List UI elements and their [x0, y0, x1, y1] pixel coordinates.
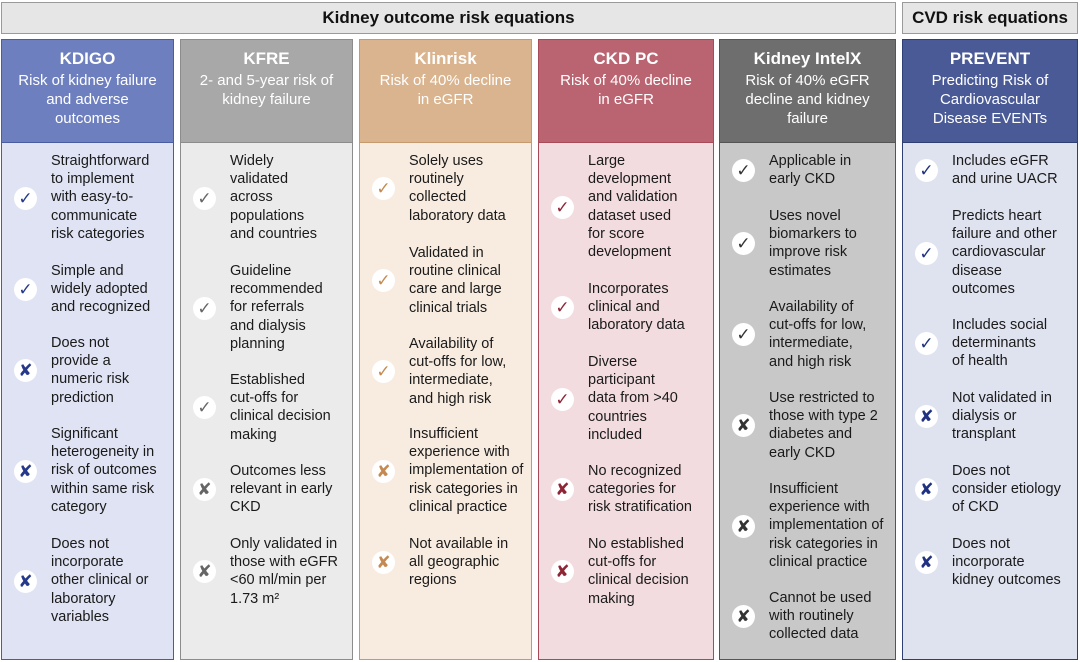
cross-icon: ✘: [14, 359, 37, 382]
column-title: PREVENT: [949, 49, 1031, 68]
item-text: Does not provide a numeric risk predicti…: [51, 335, 130, 406]
item-text: Outcomes less relevant in early CKD: [230, 463, 333, 516]
column-header: PREVENT Predicting Risk of Cardiovascular…: [903, 40, 1077, 143]
item-text: Cannot be used with routinely collected …: [769, 590, 872, 643]
column-kdigo: KDIGO Risk of kidney failure and adverse …: [1, 39, 174, 660]
column-klinrisk: Klinrisk Risk of 40% decline in eGFR ✓ Sole…: [359, 39, 532, 660]
check-icon: ✓: [551, 388, 574, 411]
item-text: Diverse participant data from >40 countr…: [588, 354, 678, 443]
cross-icon: ✘: [732, 515, 755, 538]
cross-icon: ✘: [915, 551, 938, 574]
item-text: Applicable in early CKD: [769, 153, 852, 188]
check-icon: ✓: [372, 269, 395, 292]
check-icon: ✓: [14, 187, 37, 210]
cross-icon: ✘: [372, 460, 395, 483]
item-text: Straightforward to implement with easy-t…: [51, 153, 150, 242]
cross-icon: ✘: [915, 478, 938, 501]
column-subtitle: Risk of 40% eGFR decline and kidney fail…: [745, 72, 870, 127]
column-title: Klinrisk: [414, 49, 477, 68]
item-text: Simple and widely adopted and recognized: [51, 263, 151, 316]
item-text: Does not consider etiology of CKD: [952, 463, 1061, 516]
item-text: Includes eGFR and urine UACR: [952, 153, 1058, 188]
item-text: Includes social determinants of health: [952, 317, 1048, 370]
check-icon: ✓: [551, 196, 574, 219]
cross-icon: ✘: [14, 570, 37, 593]
column-body: ✓ Includes eGFR and urine UACR ✓ Predicts h…: [903, 143, 1077, 659]
column-body: ✓ Widely validated across populations and…: [181, 143, 352, 659]
column-title: KFRE: [243, 49, 290, 68]
check-icon: ✓: [915, 159, 938, 182]
check-icon: ✓: [551, 296, 574, 319]
check-icon: ✓: [732, 159, 755, 182]
column-title: Kidney IntelX: [753, 49, 862, 68]
cross-icon: ✘: [14, 460, 37, 483]
item-text: Availability of cut-offs for low, interm…: [769, 299, 867, 370]
item-text: Guideline recommended for referrals and …: [230, 263, 323, 352]
item-text: Incorporates clinical and laboratory dat…: [588, 281, 685, 334]
column-subtitle: Predicting Risk of Cardiovascular Diseas…: [931, 72, 1049, 127]
item-text: No recognized categories for risk strati…: [588, 463, 692, 516]
check-icon: ✓: [193, 396, 216, 419]
item-text: Large development and validation dataset…: [588, 153, 678, 261]
column-title: CKD PC: [593, 49, 659, 68]
column-intelx: Kidney IntelX Risk of 40% eGFR decline an…: [719, 39, 896, 660]
column-header: Klinrisk Risk of 40% decline in eGFR: [360, 40, 531, 143]
cross-icon: ✘: [193, 478, 216, 501]
column-title: KDIGO: [59, 49, 116, 68]
check-icon: ✓: [193, 297, 216, 320]
column-kfre: KFRE 2- and 5-year risk of kidney failure…: [180, 39, 353, 660]
item-text: Significant heterogeneity in risk of out…: [51, 426, 157, 515]
item-text: Use restricted to those with type 2 diab…: [769, 390, 878, 461]
column-body: ✓ Solely uses routinely collected laborat…: [360, 143, 531, 659]
cross-icon: ✘: [551, 560, 574, 583]
check-icon: ✓: [14, 278, 37, 301]
column-header: KFRE 2- and 5-year risk of kidney failure: [181, 40, 352, 143]
item-text: Availability of cut-offs for low, interm…: [409, 336, 507, 407]
kidney-equations-header: Kidney outcome risk equations: [1, 2, 896, 34]
check-icon: ✓: [732, 232, 755, 255]
cross-icon: ✘: [732, 414, 755, 437]
cross-icon: ✘: [193, 560, 216, 583]
item-text: Uses novel biomarkers to improve risk es…: [769, 208, 857, 279]
column-subtitle: Risk of 40% decline in eGFR: [560, 72, 692, 108]
column-header: Kidney IntelX Risk of 40% eGFR decline an…: [720, 40, 895, 143]
cross-icon: ✘: [551, 478, 574, 501]
item-text: Only validated in those with eGFR <60 ml…: [230, 536, 338, 607]
cross-icon: ✘: [372, 551, 395, 574]
check-icon: ✓: [372, 360, 395, 383]
item-text: Established cut-offs for clinical decisi…: [230, 372, 331, 443]
cross-icon: ✘: [732, 605, 755, 628]
column-header: KDIGO Risk of kidney failure and adverse …: [2, 40, 173, 143]
item-text: Not available in all geographic regions: [409, 536, 509, 589]
column-body: ✓ Straightforward to implement with easy-…: [2, 143, 173, 659]
check-icon: ✓: [732, 323, 755, 346]
column-subtitle: Risk of 40% decline in eGFR: [379, 72, 512, 108]
item-text: Does not incorporate kidney outcomes: [952, 536, 1061, 589]
cross-icon: ✘: [915, 405, 938, 428]
column-subtitle: 2- and 5-year risk of kidney failure: [199, 72, 334, 108]
item-text: Validated in routine clinical care and l…: [409, 245, 502, 316]
column-body: ✓ Applicable in early CKD ✓ Uses novel biom…: [720, 143, 895, 659]
column-ckdpc: CKD PC Risk of 40% decline in eGFR ✓ Large …: [538, 39, 714, 660]
item-text: Does not incorporate other clinical or l…: [51, 536, 149, 625]
check-icon: ✓: [193, 187, 216, 210]
item-text: Insufficient experience with implementat…: [769, 481, 884, 570]
check-icon: ✓: [915, 332, 938, 355]
item-text: Predicts heart failure and other cardiov…: [952, 208, 1057, 297]
item-text: Insufficient experience with implementat…: [409, 426, 524, 515]
check-icon: ✓: [915, 242, 938, 265]
item-text: No established cut-offs for clinical dec…: [588, 536, 689, 607]
item-text: Not validated in dialysis or transplant: [952, 390, 1052, 443]
check-icon: ✓: [372, 177, 395, 200]
item-text: Solely uses routinely collected laborato…: [409, 153, 506, 224]
column-subtitle: Risk of kidney failure and adverse outco…: [18, 72, 157, 127]
column-prevent: PREVENT Predicting Risk of Cardiovascular…: [902, 39, 1078, 660]
cvd-equations-header: CVD risk equations: [902, 2, 1078, 34]
item-text: Widely validated across populations and …: [230, 153, 318, 242]
column-header: CKD PC Risk of 40% decline in eGFR: [539, 40, 713, 143]
column-body: ✓ Large development and validation datase…: [539, 143, 713, 659]
